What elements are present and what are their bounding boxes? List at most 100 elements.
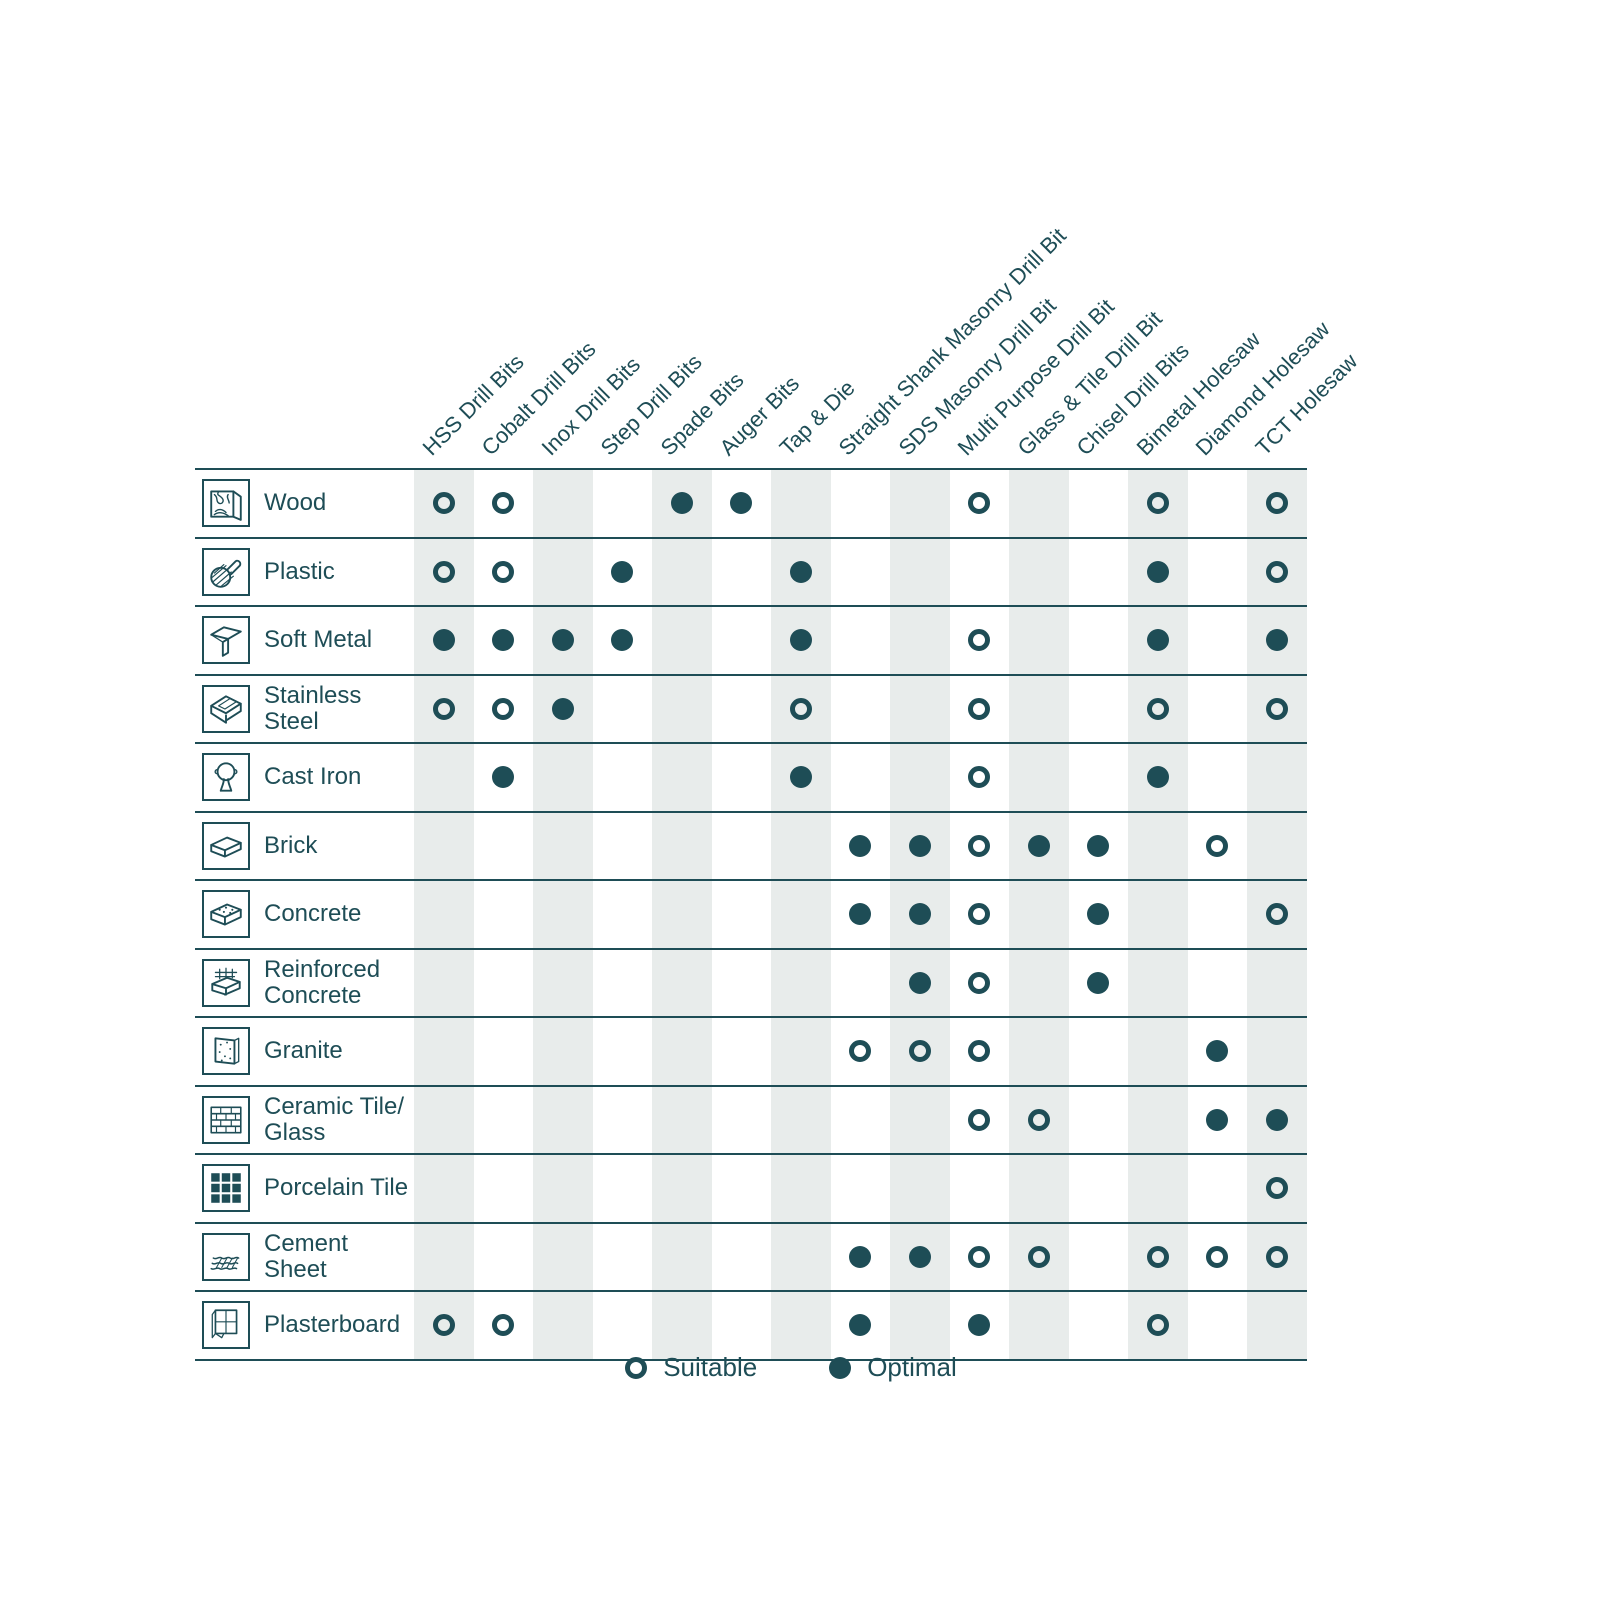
optimal-dot	[968, 1314, 991, 1337]
matrix-cell	[414, 1155, 474, 1222]
optimal-dot	[789, 629, 812, 652]
material-label: Granite	[264, 1037, 343, 1065]
matrix-cell	[593, 1155, 653, 1222]
compatibility-chart: HSS Drill Bits Cobalt Drill Bits Inox Dril…	[195, 223, 1362, 1361]
matrix-cell	[1128, 470, 1188, 537]
material-label: Cast Iron	[264, 763, 362, 791]
matrix-cell	[414, 607, 474, 674]
matrix-cell	[1069, 813, 1129, 880]
legend-suitable-label: Suitable	[663, 1352, 758, 1382]
optimal-dot	[1087, 971, 1110, 994]
material-row: Concrete	[195, 879, 1307, 948]
material-label: Brick	[264, 831, 318, 859]
suitable-dot	[789, 697, 812, 720]
matrix-cell	[712, 881, 772, 948]
optimal-dot	[789, 560, 812, 583]
matrix-cell	[1009, 1018, 1069, 1085]
matrix-cell	[593, 676, 653, 743]
matrix-cell	[771, 949, 831, 1016]
suitable-dot	[968, 1040, 991, 1063]
matrix-cell	[593, 1292, 653, 1359]
material-row: Porcelain Tile	[195, 1153, 1307, 1222]
optimal-dot	[551, 629, 574, 652]
matrix-cell	[831, 607, 891, 674]
matrix-cell	[831, 744, 891, 811]
matrix-cell	[1009, 1223, 1069, 1290]
matrix-cell	[1009, 744, 1069, 811]
matrix-cell	[474, 539, 534, 606]
matrix-cell	[652, 1155, 712, 1222]
legend: Suitable Optimal	[235, 1352, 1347, 1383]
material-row: Brick	[195, 810, 1307, 880]
matrix-cell	[593, 1018, 653, 1085]
matrix-cell	[1009, 881, 1069, 948]
matrix-cell	[414, 949, 474, 1016]
matrix-cell	[1247, 1155, 1307, 1222]
material-row: Reinforced Concrete	[195, 947, 1307, 1017]
matrix-cell	[1188, 470, 1248, 537]
matrix-cell	[712, 1292, 772, 1359]
material-label: Ceramic Tile/ Glass	[264, 1092, 405, 1146]
matrix-cell	[533, 1292, 593, 1359]
material-row: Stainless Steel	[195, 673, 1307, 743]
suitable-dot	[432, 560, 455, 583]
material-row: Plasterboard	[195, 1290, 1307, 1359]
matrix-cell	[950, 950, 1010, 1017]
matrix-cell	[414, 538, 474, 605]
suitable-dot	[492, 1314, 515, 1337]
matrix-cell	[1188, 744, 1248, 811]
matrix-cell	[474, 1224, 534, 1291]
granite-icon	[202, 1027, 250, 1076]
matrix-cell	[712, 813, 772, 880]
matrix-cell	[771, 1155, 831, 1222]
matrix-cell	[950, 1224, 1010, 1291]
matrix-cell	[1069, 1292, 1129, 1359]
matrix-cell	[831, 1155, 891, 1222]
optimal-dot	[1146, 766, 1169, 789]
matrix-cell	[474, 881, 534, 948]
suitable-dot	[1206, 1245, 1229, 1268]
brick-icon	[202, 821, 250, 870]
material-cell: Stainless Steel	[195, 675, 414, 742]
matrix-cell	[474, 744, 534, 811]
matrix-cell	[890, 1086, 950, 1153]
stainless-steel-icon	[202, 684, 250, 733]
matrix-cell	[1247, 1018, 1307, 1085]
material-row: Granite	[195, 1016, 1307, 1085]
matrix-cell	[652, 470, 712, 537]
matrix-cell	[474, 676, 534, 743]
matrix-cell	[950, 1018, 1010, 1085]
matrix-cell	[414, 1292, 474, 1359]
material-label: Plastic	[264, 557, 335, 585]
suitable-dot	[968, 766, 991, 789]
soft-metal-icon	[202, 616, 250, 665]
matrix-cell	[533, 607, 593, 674]
suitable-dot	[968, 1245, 991, 1268]
matrix-cell	[831, 1018, 891, 1085]
matrix-cell	[1188, 1224, 1248, 1291]
matrix-cell	[533, 470, 593, 537]
matrix-cell	[474, 470, 534, 537]
material-cell: Plastic	[195, 538, 414, 605]
matrix-cell	[1247, 470, 1307, 537]
matrix-cell	[950, 744, 1010, 811]
suitable-dot	[1265, 903, 1288, 926]
optimal-dot	[492, 629, 515, 652]
matrix-cell	[414, 881, 474, 948]
matrix-cell	[474, 950, 534, 1017]
matrix-cell	[831, 539, 891, 606]
suitable-dot	[968, 629, 991, 652]
matrix-cell	[1128, 538, 1188, 605]
suitable-dot	[849, 1040, 872, 1063]
material-label: Porcelain Tile	[264, 1174, 409, 1202]
suitable-dot	[968, 834, 991, 857]
matrix-cell	[1009, 1086, 1069, 1153]
matrix-cell	[712, 1155, 772, 1222]
matrix-cell	[1069, 1087, 1129, 1154]
suitable-dot	[968, 903, 991, 926]
matrix-cell	[771, 470, 831, 537]
optimal-dot	[908, 903, 931, 926]
matrix-cell	[414, 1223, 474, 1290]
optimal-dot	[1027, 834, 1050, 857]
matrix-cell	[1188, 1018, 1248, 1085]
